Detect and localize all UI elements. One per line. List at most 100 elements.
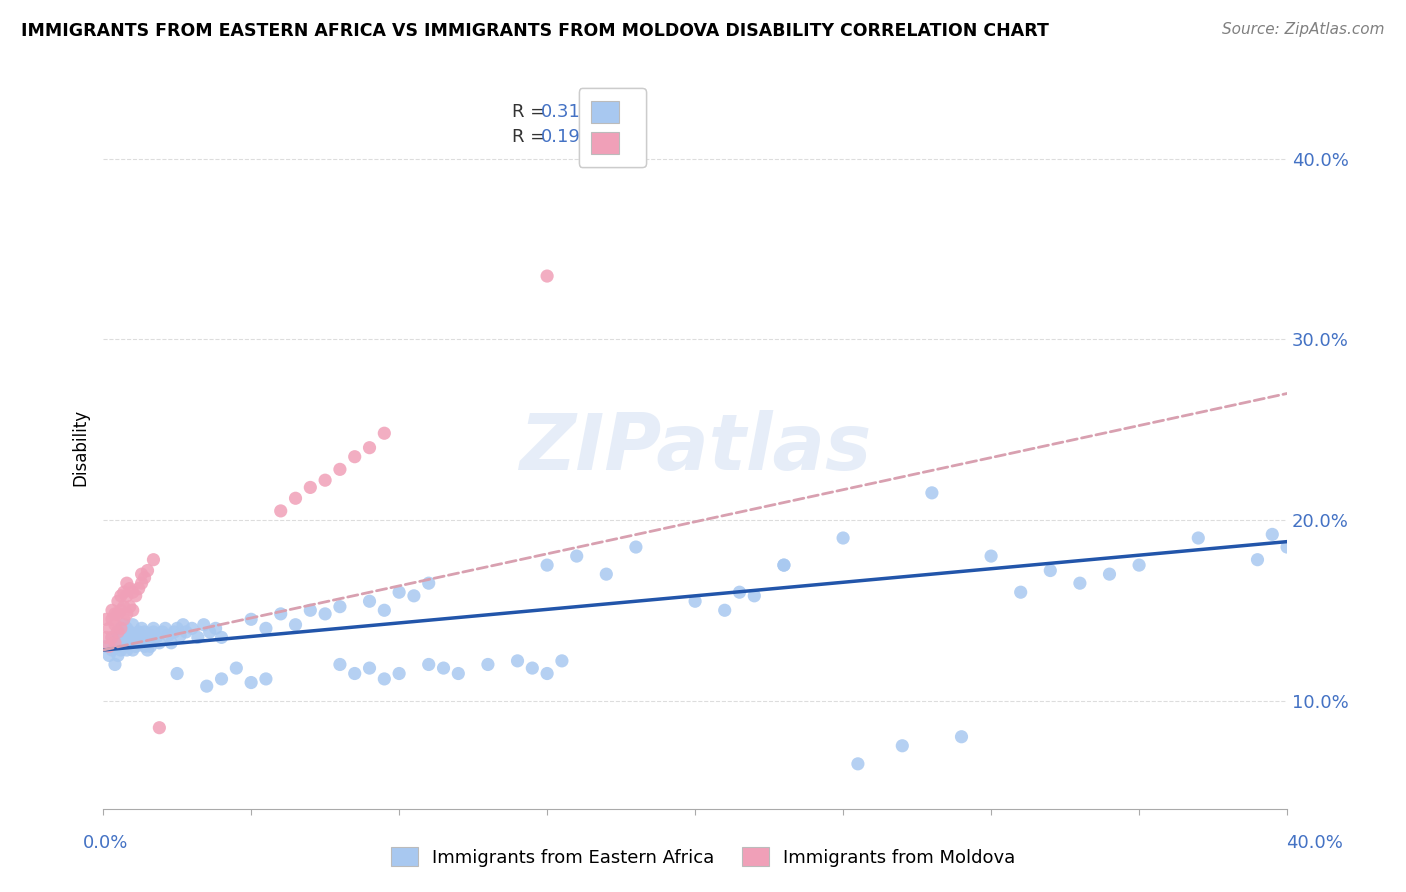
Y-axis label: Disability: Disability [72, 409, 89, 486]
Point [110, 621, 132, 635]
Point [107, 624, 129, 639]
Point [125, 589, 148, 603]
Point [98, 648, 121, 663]
Text: IMMIGRANTS FROM EASTERN AFRICA VS IMMIGRANTS FROM MOLDOVA DISABILITY CORRELATION: IMMIGRANTS FROM EASTERN AFRICA VS IMMIGR… [21, 22, 1049, 40]
Point [121, 643, 143, 657]
Point [713, 603, 735, 617]
Point [118, 636, 141, 650]
Point [595, 567, 617, 582]
Point [1098, 567, 1121, 582]
Point [299, 603, 322, 617]
Point [1069, 576, 1091, 591]
Point [254, 621, 277, 635]
Point [211, 672, 233, 686]
Point [329, 657, 352, 672]
Point [204, 621, 226, 635]
Point [136, 643, 159, 657]
Point [166, 621, 188, 635]
Point [121, 631, 143, 645]
Point [139, 640, 162, 654]
Point [121, 603, 143, 617]
Point [131, 631, 153, 645]
Point [131, 567, 153, 582]
Point [98, 640, 121, 654]
Point [432, 661, 454, 675]
Point [118, 624, 141, 639]
Point [136, 636, 159, 650]
Point [112, 617, 135, 632]
Point [536, 666, 558, 681]
Point [174, 624, 197, 639]
Text: Source: ZipAtlas.com: Source: ZipAtlas.com [1222, 22, 1385, 37]
Point [193, 617, 215, 632]
Text: 43: 43 [616, 128, 638, 146]
Point [536, 268, 558, 283]
Text: N =: N = [589, 128, 628, 146]
Point [148, 636, 170, 650]
Point [115, 643, 138, 657]
Point [240, 612, 263, 626]
Point [107, 594, 129, 608]
Point [373, 672, 395, 686]
Point [211, 631, 233, 645]
Point [163, 624, 186, 639]
Point [950, 730, 973, 744]
Point [254, 672, 277, 686]
Point [115, 576, 138, 591]
Point [314, 607, 336, 621]
Point [139, 629, 162, 643]
Point [110, 589, 132, 603]
Point [150, 624, 173, 639]
Point [921, 486, 943, 500]
Point [388, 666, 411, 681]
Point [187, 631, 209, 645]
Point [128, 636, 150, 650]
Point [773, 558, 796, 573]
Text: ZIPatlas: ZIPatlas [519, 409, 872, 485]
Point [112, 612, 135, 626]
Point [115, 631, 138, 645]
Point [112, 640, 135, 654]
Point [846, 756, 869, 771]
Point [832, 531, 855, 545]
Point [773, 558, 796, 573]
Point [522, 661, 544, 675]
Point [125, 629, 148, 643]
Point [110, 603, 132, 617]
Point [359, 594, 381, 608]
Point [134, 571, 156, 585]
Point [107, 640, 129, 654]
Text: 40.0%: 40.0% [1286, 834, 1343, 852]
Point [314, 473, 336, 487]
Point [418, 657, 440, 672]
Legend: , : , [579, 88, 645, 167]
Text: N =: N = [589, 103, 628, 120]
Point [284, 617, 307, 632]
Point [1275, 540, 1298, 554]
Point [115, 621, 138, 635]
Point [104, 636, 127, 650]
Point [402, 589, 425, 603]
Point [134, 624, 156, 639]
Point [118, 582, 141, 596]
Point [1187, 531, 1209, 545]
Point [181, 621, 204, 635]
Point [195, 679, 218, 693]
Point [112, 585, 135, 599]
Point [536, 558, 558, 573]
Point [373, 426, 395, 441]
Point [477, 657, 499, 672]
Point [343, 450, 366, 464]
Text: R =: R = [512, 103, 551, 120]
Point [373, 603, 395, 617]
Point [101, 612, 124, 626]
Point [270, 607, 292, 621]
Point [112, 599, 135, 614]
Point [359, 661, 381, 675]
Point [112, 629, 135, 643]
Text: R =: R = [512, 128, 551, 146]
Point [225, 661, 247, 675]
Point [142, 624, 165, 639]
Point [447, 666, 470, 681]
Point [1039, 564, 1062, 578]
